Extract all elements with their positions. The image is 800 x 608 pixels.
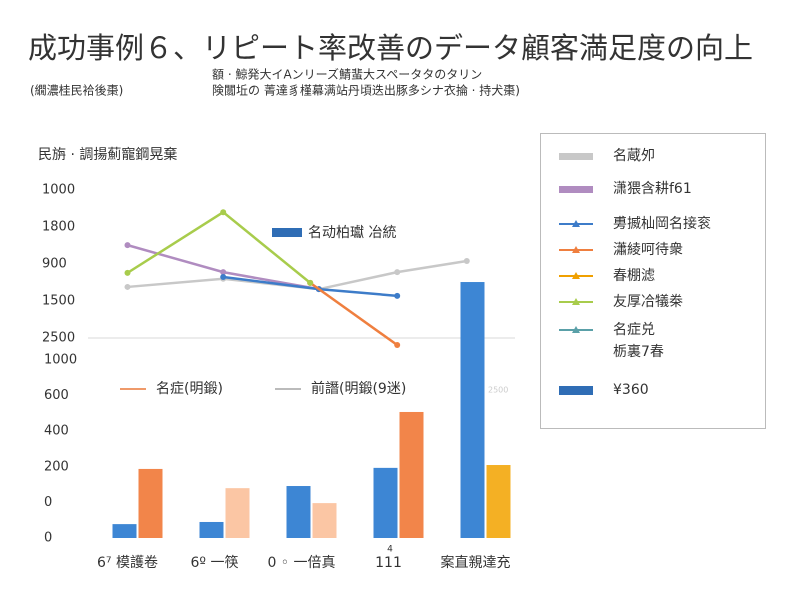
annotation: 2500 — [488, 386, 508, 395]
point — [220, 273, 227, 280]
note: 4 — [387, 545, 393, 555]
y-tick-label: 400 — [44, 424, 69, 439]
y-tick-label: 900 — [42, 257, 67, 272]
point — [463, 258, 470, 265]
y-tick-label: 1000 — [42, 183, 75, 198]
legend-swatch — [559, 185, 593, 193]
legend-label: 友厚冾犠桊 — [613, 294, 683, 310]
point — [220, 269, 227, 276]
y-tick-label: 0 — [44, 495, 52, 510]
bar — [312, 503, 337, 538]
subtitle: (繝濃桂民袷後棗) — [30, 83, 123, 98]
bar — [486, 465, 511, 538]
point — [394, 269, 401, 276]
legend-marker — [572, 246, 580, 253]
y-tick-label: 0 — [44, 531, 52, 546]
legend-marker — [572, 326, 580, 333]
point — [124, 269, 131, 276]
legend-label: 名症兑 栃裏7春 — [613, 322, 664, 360]
legend-label: 春棚滤 — [613, 268, 655, 284]
legend-swatch — [559, 152, 593, 160]
title: 成功事例６、リピート率改善のデータ顧客満足度の向上 — [28, 31, 753, 65]
y-tick-label: 200 — [44, 459, 69, 474]
legend-label: ¥360 — [613, 382, 649, 398]
point — [220, 209, 227, 216]
y-tick-label: 1500 — [42, 294, 75, 309]
bar — [138, 468, 163, 538]
subtitle: 額 · 鯨発大イAンリーズ鯖蜚大スペータタのタリン — [212, 67, 482, 82]
legend-marker — [572, 272, 580, 279]
bar — [112, 524, 137, 538]
subtitle: 険闒坵の 菁達豸槿幕满站丹頃迭出豚多シナ衣掄 · 持犬棗) — [212, 83, 520, 98]
bar — [286, 486, 311, 538]
point — [394, 342, 401, 349]
point — [394, 292, 401, 299]
annotation-swatch — [272, 228, 302, 237]
x-tick-label: 6º 一筷 — [191, 554, 239, 571]
legend-label: 名蔵夘 — [613, 148, 655, 164]
point — [124, 283, 131, 290]
line-series — [309, 281, 398, 347]
y-axis-title: 民旃 · 調揚薊寵鋼晃棄 — [38, 146, 177, 163]
point — [307, 279, 314, 286]
line-series — [126, 210, 311, 284]
x-tick-label: 案直親達充 — [441, 554, 511, 571]
legend-marker — [572, 298, 580, 305]
bar — [460, 282, 485, 538]
y-tick-label: 600 — [44, 388, 69, 403]
bar — [225, 488, 250, 538]
y-tick-label: 1800 — [42, 220, 75, 235]
annotation: 名动柏瓛 冶統 — [308, 225, 396, 241]
x-tick-label: 0 ◦ 一倍真 — [267, 555, 335, 571]
legend-label: 瀟綾呵待衆 — [613, 242, 683, 258]
y-tick-label: 1000 — [44, 353, 77, 368]
x-tick-label: 111 — [375, 555, 402, 571]
legend-swatch — [559, 385, 593, 395]
legend-label: 潇猥含耕f61 — [613, 181, 692, 197]
legend-marker — [572, 220, 580, 227]
x-tick-label: 6⁷ 模護卷 — [97, 555, 158, 571]
legend: 名蔵夘潇猥含耕f61 旉揻杣岡名接衮 瀟綾呵待衆春棚滤友厚冾犠桊名症兑 栃裏7春 ¥3… — [540, 133, 766, 429]
y-tick-label: 2500 — [42, 331, 75, 346]
bar — [399, 411, 424, 538]
annotation: 名症(明鍛) — [156, 381, 223, 397]
bar — [373, 467, 398, 538]
legend-label: 旉揻杣岡名接衮 — [613, 216, 711, 232]
bar — [199, 521, 224, 538]
annotation: 前譖(明鍛(9迷) — [311, 380, 406, 397]
point — [124, 242, 131, 249]
